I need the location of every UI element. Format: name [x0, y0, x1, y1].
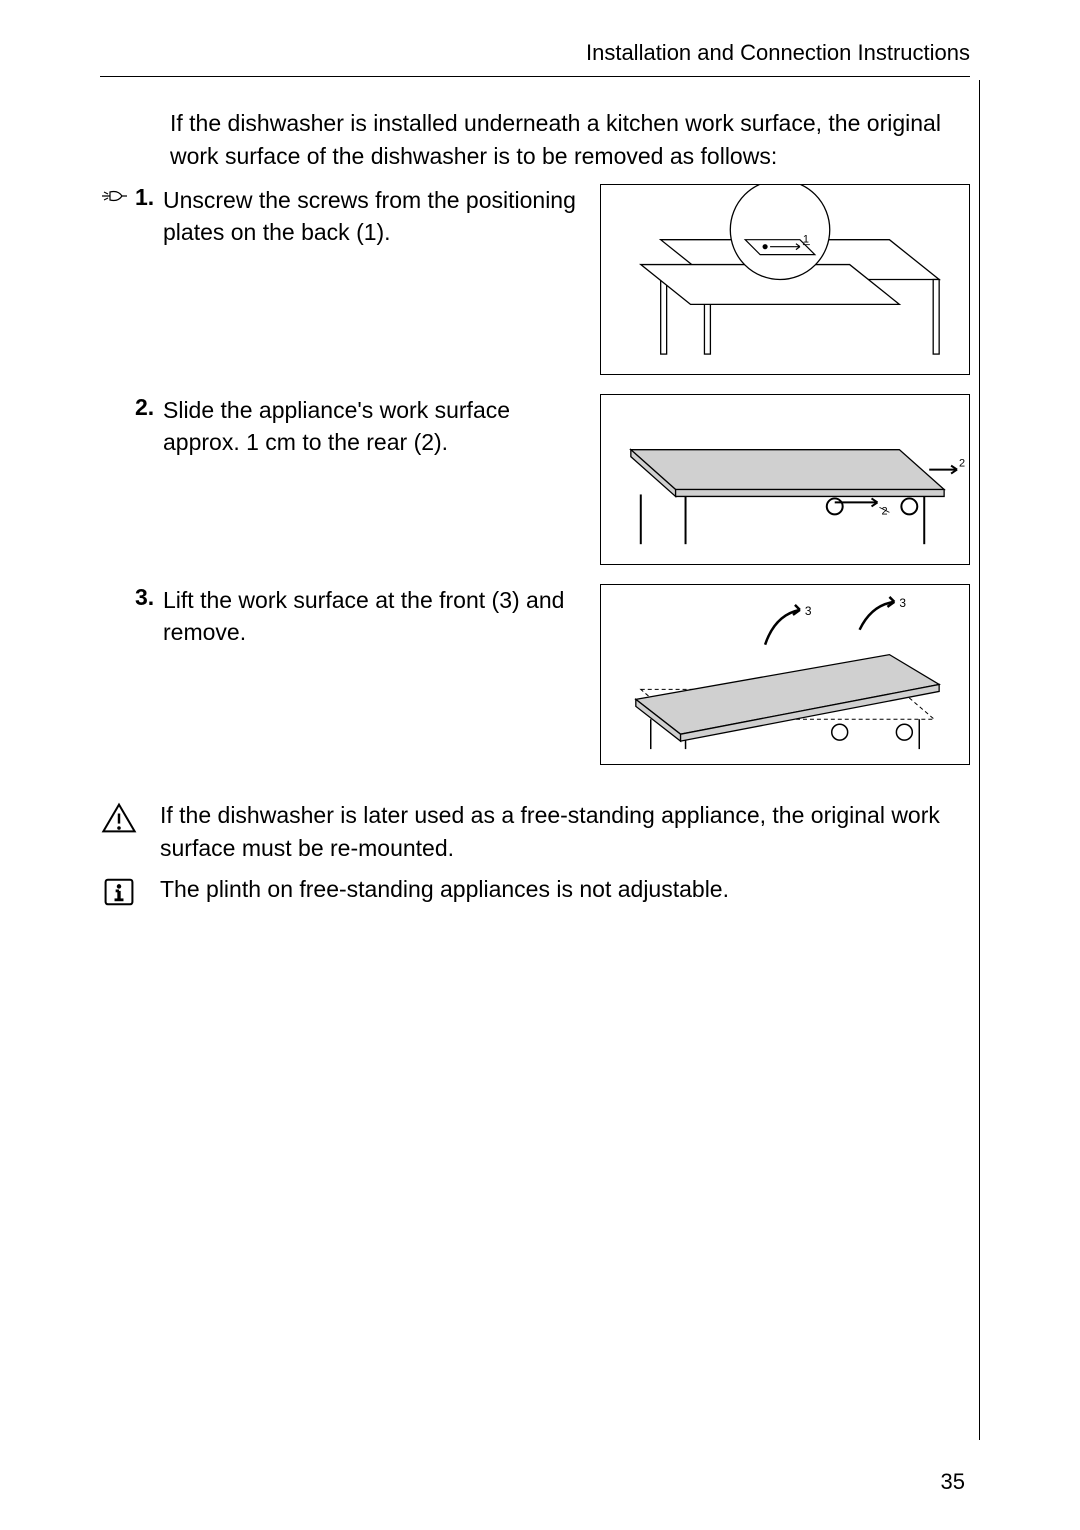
- step-3-diagram: 3 3: [600, 584, 970, 765]
- step-1-num: 1.: [135, 184, 163, 211]
- info-row: The plinth on free-standing appliances i…: [100, 873, 950, 914]
- warning-row: If the dishwasher is later used as a fre…: [100, 799, 950, 866]
- step-2-num: 2.: [135, 394, 163, 421]
- step-3-num: 3.: [135, 584, 163, 611]
- warning-icon: [100, 799, 160, 840]
- step-1-diagram: 1: [600, 184, 970, 375]
- page-number: 35: [941, 1469, 965, 1495]
- step-3: 3. Lift the work surface at the front (3…: [100, 584, 970, 769]
- info-text: The plinth on free-standing appliances i…: [160, 873, 950, 906]
- svg-text:3: 3: [899, 596, 906, 610]
- step-3-text: Lift the work surface at the front (3) a…: [163, 584, 600, 648]
- svg-text:3: 3: [805, 604, 812, 618]
- step-2-text: Slide the appliance's work surface appro…: [163, 394, 600, 458]
- step-2: 2. Slide the appliance's work surface ap…: [100, 394, 970, 569]
- hand-icon: [100, 184, 135, 212]
- intro-text: If the dishwasher is installed underneat…: [170, 107, 950, 174]
- step-1-text: Unscrew the screws from the positioning …: [163, 184, 600, 248]
- warning-text: If the dishwasher is later used as a fre…: [160, 799, 950, 866]
- step-1: 1. Unscrew the screws from the positioni…: [100, 184, 970, 379]
- page-header: Installation and Connection Instructions: [100, 40, 970, 77]
- info-icon: [100, 873, 160, 914]
- svg-text:2: 2: [959, 457, 965, 469]
- svg-text:1: 1: [803, 233, 809, 245]
- right-rule: [979, 80, 981, 1440]
- step-2-diagram: 2 2: [600, 394, 970, 565]
